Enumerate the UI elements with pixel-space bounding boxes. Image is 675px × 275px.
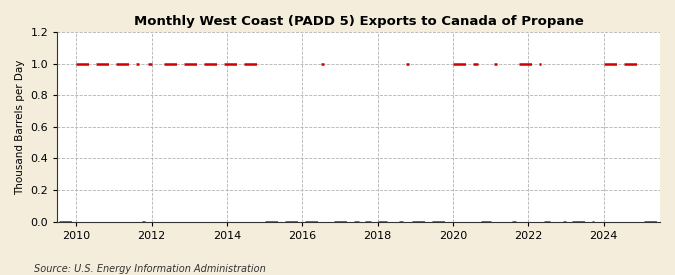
- Y-axis label: Thousand Barrels per Day: Thousand Barrels per Day: [15, 59, 25, 194]
- Title: Monthly West Coast (PADD 5) Exports to Canada of Propane: Monthly West Coast (PADD 5) Exports to C…: [134, 15, 584, 28]
- Text: Source: U.S. Energy Information Administration: Source: U.S. Energy Information Administ…: [34, 264, 265, 274]
